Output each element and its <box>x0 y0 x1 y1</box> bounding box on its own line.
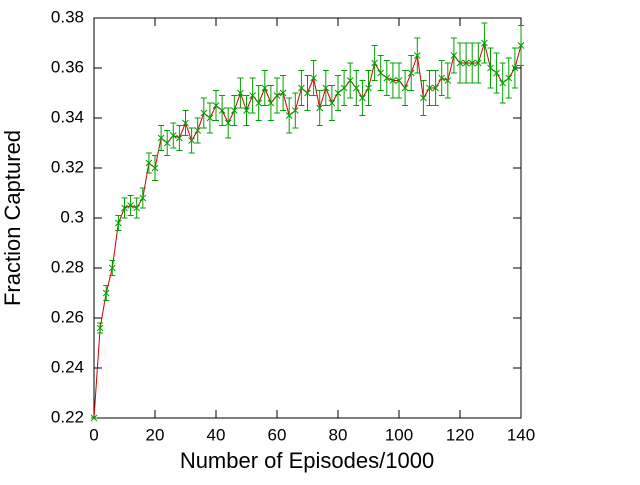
marker <box>310 74 317 82</box>
y-tick-label: 0.28 <box>51 257 84 276</box>
x-tick-label: 20 <box>146 425 165 444</box>
x-tick-label: 80 <box>329 425 348 444</box>
marker <box>456 59 464 67</box>
marker <box>474 59 482 67</box>
x-tick-label: 0 <box>89 425 98 444</box>
marker <box>200 109 208 117</box>
marker <box>420 94 427 102</box>
marker <box>328 99 336 107</box>
marker <box>182 119 189 127</box>
x-tick-label: 60 <box>268 425 287 444</box>
marker <box>505 74 513 82</box>
marker <box>468 59 476 67</box>
y-tick-label: 0.22 <box>51 407 84 426</box>
marker <box>237 89 244 97</box>
y-axis-label: Fraction Captured <box>0 130 25 306</box>
marker <box>352 84 360 92</box>
marker <box>316 104 324 112</box>
marker <box>487 64 494 72</box>
y-tick-label: 0.32 <box>51 157 84 176</box>
marker <box>481 39 488 47</box>
marker <box>517 42 525 49</box>
x-tick-label: 140 <box>507 425 535 444</box>
marker <box>102 289 110 297</box>
marker <box>230 107 238 114</box>
marker <box>139 194 147 202</box>
marker <box>121 204 128 212</box>
marker <box>401 84 409 92</box>
marker <box>261 84 269 92</box>
x-tick-label: 40 <box>207 425 226 444</box>
marker <box>169 132 177 139</box>
marker <box>407 69 415 77</box>
x-axis-label: Number of Episodes/1000 <box>180 448 434 473</box>
marker <box>426 84 433 92</box>
marker <box>322 84 330 92</box>
marker <box>395 77 403 84</box>
marker <box>255 99 263 107</box>
marker <box>285 112 293 119</box>
marker <box>444 77 452 84</box>
marker <box>90 414 98 422</box>
marker <box>115 219 122 227</box>
marker <box>334 89 342 97</box>
marker <box>176 134 183 142</box>
marker <box>377 69 385 77</box>
marker <box>389 77 397 84</box>
x-tick-label: 120 <box>446 425 474 444</box>
marker <box>127 202 134 209</box>
marker <box>413 52 421 59</box>
y-tick-label: 0.34 <box>51 107 84 126</box>
y-tick-label: 0.36 <box>51 57 84 76</box>
marker <box>96 324 104 332</box>
marker <box>371 59 378 67</box>
marker <box>145 159 153 167</box>
marker <box>212 102 220 109</box>
marker <box>108 264 116 272</box>
marker <box>438 74 446 82</box>
marker <box>450 52 458 59</box>
marker <box>346 77 354 84</box>
marker <box>224 119 232 127</box>
marker <box>493 69 500 77</box>
marker <box>279 89 287 97</box>
marker <box>188 137 195 144</box>
y-tick-label: 0.3 <box>60 207 84 226</box>
marker <box>267 99 275 107</box>
marker <box>273 92 281 99</box>
marker <box>462 59 470 67</box>
marker <box>432 84 439 92</box>
marker <box>304 89 311 97</box>
y-tick-label: 0.38 <box>51 7 84 26</box>
y-tick-label: 0.24 <box>51 357 84 376</box>
marker <box>359 94 366 102</box>
marker <box>194 127 202 134</box>
marker <box>206 114 214 122</box>
marker <box>151 164 159 172</box>
marker <box>511 64 519 72</box>
marker <box>291 107 299 114</box>
marker <box>157 134 165 142</box>
marker <box>218 107 226 114</box>
x-tick-label: 100 <box>385 425 413 444</box>
marker <box>243 107 250 114</box>
marker <box>163 139 171 147</box>
marker <box>499 79 507 87</box>
marker <box>133 204 141 212</box>
marker <box>249 92 256 99</box>
marker <box>298 84 305 92</box>
marker <box>383 74 391 82</box>
y-tick-label: 0.26 <box>51 307 84 326</box>
marker <box>365 84 372 92</box>
marker <box>340 84 348 92</box>
